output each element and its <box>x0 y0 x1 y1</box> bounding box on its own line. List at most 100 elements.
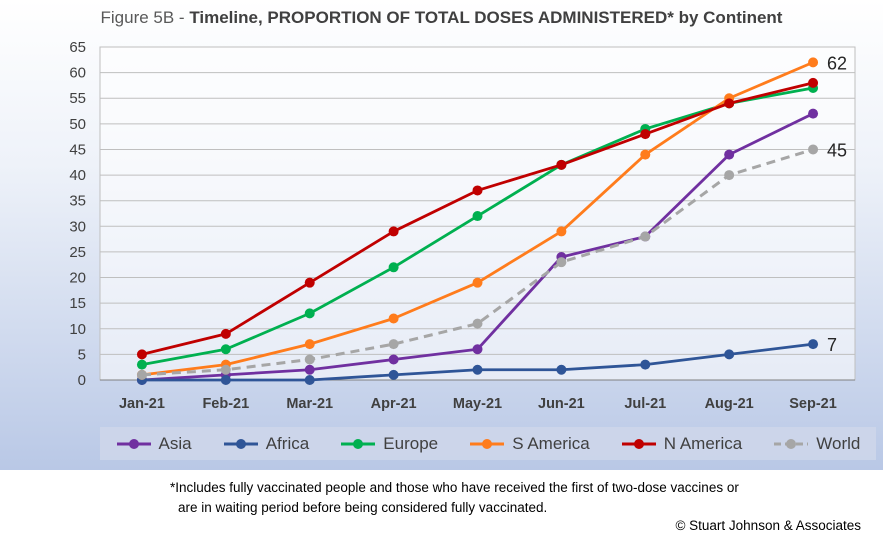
data-label: 45 <box>827 140 847 160</box>
data-point-africa <box>304 375 315 385</box>
y-tick-label: 20 <box>69 270 86 287</box>
data-point-n-america <box>220 328 231 339</box>
data-point-n-america <box>388 226 399 237</box>
legend-item-asia: Asia <box>116 434 192 454</box>
legend-item-n-america: N America <box>621 434 742 454</box>
legend-swatch-marker <box>128 438 139 449</box>
y-tick-label: 55 <box>69 90 86 107</box>
data-point-africa <box>220 375 231 385</box>
footnote: *Includes fully vaccinated people and th… <box>170 478 810 518</box>
data-point-s-america <box>808 57 819 68</box>
data-point-s-america <box>472 277 483 288</box>
footnote-line-1: *Includes fully vaccinated people and th… <box>170 480 739 495</box>
legend-swatch-n-america <box>621 438 656 449</box>
data-label: 62 <box>827 53 847 73</box>
data-point-world <box>724 170 735 181</box>
data-point-africa <box>640 359 651 370</box>
legend-swatch-marker <box>482 438 493 449</box>
footnote-line-2: are in waiting period before being consi… <box>178 500 548 515</box>
y-tick-label: 35 <box>69 193 86 210</box>
data-point-europe <box>136 359 147 370</box>
data-point-africa <box>472 364 483 375</box>
data-point-africa <box>808 339 819 350</box>
data-point-europe <box>388 262 399 273</box>
data-point-africa <box>388 369 399 380</box>
data-point-africa <box>556 364 567 375</box>
title-prefix: Figure 5B - <box>100 8 190 27</box>
legend-item-s-america: S America <box>469 433 590 454</box>
legend-swatch-marker <box>786 438 797 449</box>
data-label: 7 <box>827 335 837 355</box>
series-line-world <box>141 148 814 377</box>
x-tick-label: Sep-21 <box>789 396 837 412</box>
data-point-world <box>220 364 231 375</box>
data-point-n-america <box>808 77 819 88</box>
data-point-n-america <box>304 277 315 288</box>
data-point-europe <box>220 344 231 355</box>
data-point-s-america <box>640 149 651 160</box>
data-point-asia <box>724 149 735 160</box>
data-point-world <box>556 257 567 268</box>
legend-swatch-africa <box>223 438 258 449</box>
data-point-n-america <box>724 98 735 109</box>
legend-label: Asia <box>158 433 192 453</box>
legend-swatch-europe <box>341 438 376 449</box>
data-point-s-america <box>388 313 399 324</box>
data-point-world <box>472 318 483 329</box>
data-point-world <box>640 231 651 242</box>
data-point-n-america <box>472 185 483 196</box>
y-tick-label: 5 <box>78 346 86 363</box>
legend-item-world: World <box>773 434 860 454</box>
y-tick-label: 45 <box>69 141 86 158</box>
y-tick-label: 10 <box>69 321 86 338</box>
x-tick-label: Jun-21 <box>538 396 585 412</box>
line-chart: 0 5 10 15 20 25 30 35 40 45 50 55 60 65 Jan-21 Feb-21 Ma… <box>69 39 856 412</box>
data-point-n-america <box>640 129 651 140</box>
data-point-world <box>136 369 147 380</box>
data-point-s-america <box>304 339 315 350</box>
data-point-asia <box>808 108 819 119</box>
y-tick-label: 65 <box>69 39 86 56</box>
y-tick-label: 30 <box>69 218 86 235</box>
legend-label: Europe <box>383 433 439 453</box>
y-tick-label: 50 <box>69 116 86 133</box>
x-tick-label: Jan-21 <box>119 396 165 412</box>
data-point-world <box>304 354 315 365</box>
data-point-n-america <box>136 349 147 360</box>
data-point-n-america <box>556 159 567 170</box>
y-tick-label: 60 <box>69 65 86 82</box>
x-tick-label: Jul-21 <box>624 396 666 412</box>
y-tick-label: 25 <box>69 244 86 261</box>
data-point-asia <box>388 354 399 365</box>
y-tick-label: 40 <box>69 167 86 184</box>
data-point-europe <box>304 308 315 319</box>
copyright: © Stuart Johnson & Associates <box>675 518 861 533</box>
legend-swatch-marker <box>633 438 644 449</box>
legend-label: S America <box>512 433 590 453</box>
legend-swatch-asia <box>116 438 151 449</box>
data-point-world <box>388 339 399 350</box>
legend-swatch-marker <box>235 438 246 449</box>
data-point-asia <box>304 364 315 375</box>
legend-swatch-world <box>774 438 809 449</box>
data-point-africa <box>724 349 735 360</box>
data-point-s-america <box>556 226 567 237</box>
data-point-world <box>808 144 819 155</box>
legend-label: World <box>816 433 861 453</box>
title-main: Timeline, PROPORTION OF TOTAL DOSES ADMI… <box>189 8 783 27</box>
x-tick-label: Aug-21 <box>705 396 754 412</box>
legend-swatch-s-america <box>470 438 505 449</box>
x-tick-label: Mar-21 <box>286 396 333 412</box>
legend-item-europe: Europe <box>340 434 438 454</box>
x-tick-label: Apr-21 <box>371 396 417 412</box>
chart-title: Figure 5B - Timeline, PROPORTION OF TOTA… <box>0 8 883 28</box>
x-tick-label: Feb-21 <box>202 396 249 412</box>
data-point-asia <box>472 344 483 355</box>
legend-swatch-marker <box>353 438 364 449</box>
legend-label: Africa <box>265 433 310 453</box>
legend-label: N America <box>663 433 743 453</box>
legend: Asia Africa Europe S America N America World <box>100 427 876 460</box>
legend-item-africa: Africa <box>223 434 309 454</box>
data-point-europe <box>472 211 483 222</box>
y-tick-label: 15 <box>69 295 86 312</box>
